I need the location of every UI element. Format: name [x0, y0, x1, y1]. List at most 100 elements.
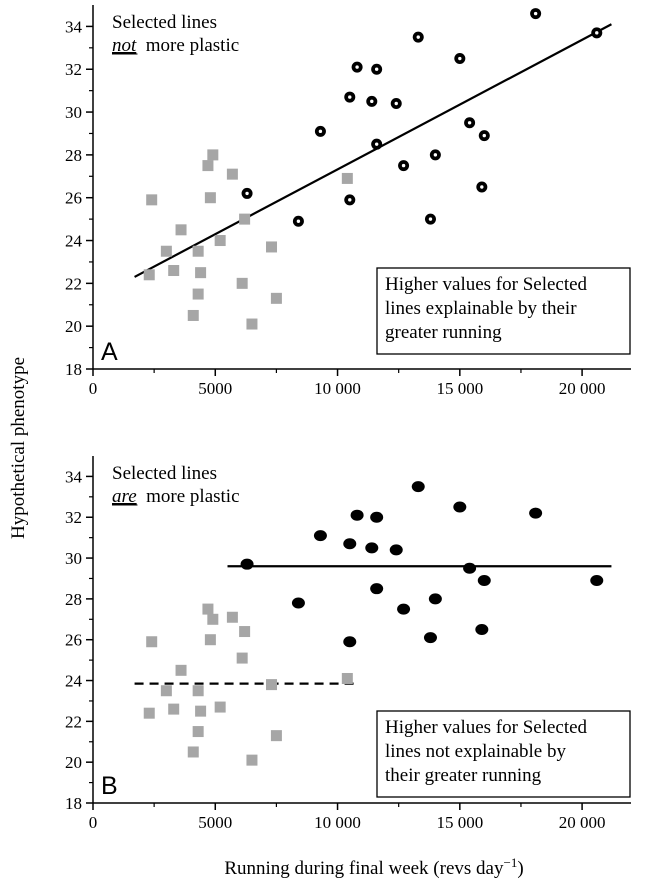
selected-line-point: [370, 583, 384, 595]
y-tick-label: 30: [65, 103, 82, 122]
panel-b: 18 20 22 24 26 28 30 32 34 0 5000 10 000 15 000 20 00…: [65, 456, 631, 832]
control-line-point: [270, 292, 282, 304]
control-line-point: [246, 318, 258, 330]
selected-point-center: [355, 65, 359, 69]
control-line-point: [266, 241, 278, 253]
selected-line-point: [453, 501, 467, 513]
interpretation-text-line: lines not explainable by: [385, 741, 566, 762]
control-line-point: [239, 213, 251, 225]
regression-line: [134, 23, 612, 278]
selected-line-point: [365, 542, 379, 554]
y-tick-label: 28: [65, 146, 82, 165]
plasticity-note-emphasis: not: [112, 35, 137, 56]
control-line-point: [226, 168, 238, 180]
control-line-point: [204, 192, 216, 204]
plasticity-note-rest: more plastic: [136, 35, 239, 56]
selected-point-center: [370, 99, 374, 104]
selected-point-center: [394, 101, 398, 106]
selected-line-point: [529, 507, 543, 519]
y-tick-label: 18: [65, 794, 82, 813]
control-line-point: [239, 626, 251, 638]
selected-point-center: [458, 56, 462, 61]
control-line-point: [187, 746, 199, 758]
control-line-point: [192, 685, 204, 697]
y-tick-label: 32: [65, 508, 82, 527]
interpretation-text-line: Higher values for Selected: [385, 274, 588, 295]
selected-line-point: [291, 597, 305, 609]
selected-point-center: [374, 67, 379, 71]
y-tick-label: 20: [65, 317, 82, 336]
x-tick-label: 20 000: [559, 379, 606, 398]
selected-line-point: [428, 593, 442, 605]
control-line-point: [214, 701, 226, 713]
panel-letter: A: [101, 338, 118, 366]
control-line-point: [195, 267, 207, 279]
y-tick-label: 26: [65, 631, 82, 650]
y-tick-label: 22: [65, 712, 82, 731]
y-tick-label: 34: [65, 17, 83, 36]
control-line-point: [266, 679, 278, 691]
control-line-point: [195, 705, 207, 717]
plasticity-note-line1: Selected lines: [112, 463, 217, 484]
selected-point-center: [374, 142, 379, 146]
control-line-point: [187, 309, 199, 321]
selected-point-center: [348, 95, 352, 99]
selected-point-center: [480, 185, 484, 189]
y-tick-label: 26: [65, 189, 82, 208]
selected-line-point: [389, 544, 403, 556]
control-line-point: [246, 754, 258, 766]
y-tick-label: 24: [65, 232, 83, 251]
y-axis-label: Hypothetical phenotype: [8, 357, 29, 539]
selected-point-center: [482, 133, 486, 138]
control-line-point: [175, 224, 187, 236]
control-line-point: [175, 664, 187, 676]
control-line-point: [270, 730, 282, 742]
selected-point-center: [533, 11, 538, 16]
control-line-point: [192, 245, 204, 257]
y-tick-label: 20: [65, 753, 82, 772]
control-line-point: [226, 611, 238, 623]
selected-line-point: [343, 636, 357, 648]
panel-a: 18 20 22 24 26 28 30 32 34 0 5000 10 000 15 000 20 00…: [65, 5, 631, 398]
control-line-point: [204, 634, 216, 646]
selected-point-center: [595, 31, 599, 35]
selected-point-center: [428, 217, 433, 221]
panel-letter: B: [101, 772, 118, 800]
selected-point-center: [318, 129, 323, 134]
interpretation-text-line: lines explainable by their: [385, 298, 577, 319]
control-line-point: [160, 245, 172, 257]
control-line-point: [168, 265, 180, 277]
selected-line-point: [423, 632, 437, 644]
selected-line-point: [343, 538, 357, 550]
selected-line-point: [477, 575, 491, 587]
plasticity-note-line2: are more plastic: [112, 486, 240, 507]
selected-line-point: [313, 530, 327, 542]
selected-point-center: [245, 191, 249, 196]
y-tick-label: 22: [65, 274, 82, 293]
control-line-point: [143, 707, 155, 719]
selected-point-center: [296, 219, 301, 223]
selected-line-point: [350, 509, 364, 521]
control-line-point: [146, 194, 158, 206]
control-line-point: [236, 277, 248, 289]
x-tick-label: 20 000: [559, 813, 606, 832]
plasticity-note-line2: not more plastic: [112, 35, 239, 56]
control-line-point: [146, 636, 158, 648]
interpretation-box: [376, 267, 631, 355]
control-line-point: [202, 160, 214, 172]
selected-point-center: [416, 35, 420, 39]
control-line-point: [192, 726, 204, 738]
interpretation-text-line: greater running: [385, 322, 502, 343]
y-tick-label: 30: [65, 549, 82, 568]
control-line-point: [160, 685, 172, 697]
x-axis-label-close: ): [517, 858, 523, 879]
interpretation-text-line: Higher values for Selected: [385, 717, 588, 738]
selected-point-center: [467, 121, 472, 125]
x-tick-label: 5000: [198, 813, 232, 832]
control-line-point: [192, 288, 204, 300]
control-line-point: [207, 613, 219, 625]
y-tick-label: 28: [65, 590, 82, 609]
plasticity-note-line1: Selected lines: [112, 12, 217, 33]
selected-line-point: [370, 511, 384, 523]
x-tick-label: 15 000: [436, 813, 483, 832]
